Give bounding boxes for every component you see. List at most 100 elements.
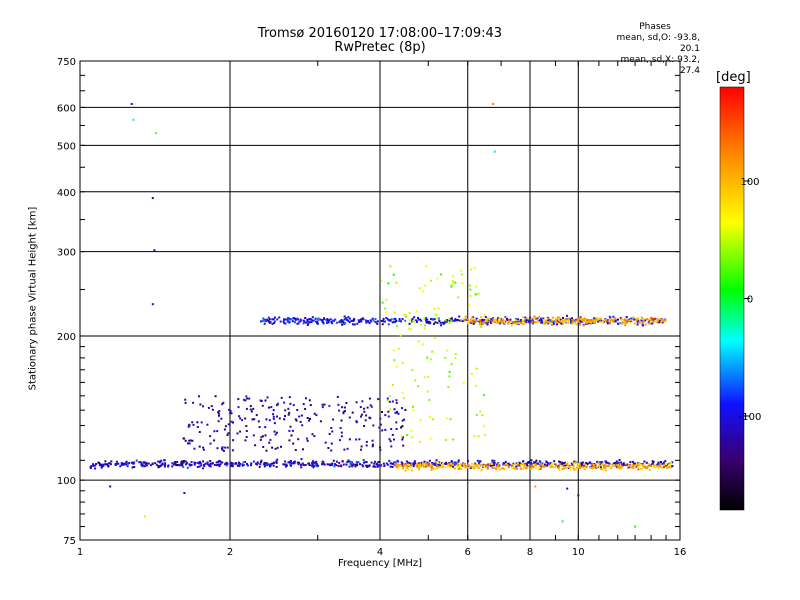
data-point xyxy=(250,462,253,465)
axis-ticks: 1 2 4 6 8 10 16 75 100 200 300 400 500 600 750 xyxy=(57,57,686,558)
data-point xyxy=(494,321,497,324)
data-point xyxy=(464,315,467,318)
data-point xyxy=(637,466,640,469)
data-point xyxy=(534,321,537,324)
data-point xyxy=(472,319,475,322)
data-point xyxy=(399,334,402,337)
data-point xyxy=(599,466,602,469)
data-point xyxy=(452,280,455,283)
data-point xyxy=(423,464,426,467)
data-point xyxy=(428,399,431,401)
data-point xyxy=(444,319,447,322)
data-point xyxy=(620,465,623,468)
data-point xyxy=(527,319,530,322)
data-point xyxy=(395,365,398,368)
data-point xyxy=(458,315,461,318)
data-point xyxy=(430,468,433,471)
data-point xyxy=(562,464,565,467)
data-point xyxy=(426,356,429,359)
data-point xyxy=(414,319,417,322)
data-point xyxy=(103,463,106,466)
data-point xyxy=(582,324,585,327)
data-point xyxy=(597,462,600,465)
data-point xyxy=(462,463,465,466)
data-point xyxy=(324,441,327,444)
data-point xyxy=(391,462,394,465)
data-point xyxy=(275,460,278,463)
data-point xyxy=(386,399,389,402)
x-tick-label: 8 xyxy=(527,547,533,558)
data-point xyxy=(632,460,634,463)
data-point xyxy=(346,460,349,463)
data-point xyxy=(417,318,420,321)
data-point xyxy=(532,465,535,468)
data-point xyxy=(297,438,300,441)
data-point xyxy=(479,319,482,322)
data-point xyxy=(403,313,406,316)
data-point xyxy=(433,307,436,310)
data-point xyxy=(617,463,620,466)
data-point xyxy=(245,395,248,398)
data-point xyxy=(321,406,324,409)
data-point xyxy=(276,403,279,406)
data-point xyxy=(424,318,427,321)
data-point xyxy=(305,321,308,324)
data-point xyxy=(347,316,350,319)
data-point xyxy=(244,399,247,402)
data-point xyxy=(276,318,279,321)
data-point xyxy=(560,322,563,325)
data-point xyxy=(179,463,182,466)
y-tick-label: 400 xyxy=(57,188,76,199)
data-point xyxy=(573,320,576,323)
data-point xyxy=(436,465,439,467)
data-point xyxy=(143,515,146,518)
data-point xyxy=(327,319,330,322)
data-point xyxy=(392,273,395,276)
data-point xyxy=(547,322,550,325)
data-point xyxy=(369,404,372,407)
data-point xyxy=(379,449,382,452)
data-point xyxy=(634,465,637,468)
data-point xyxy=(423,463,426,465)
data-point xyxy=(640,468,643,471)
data-point xyxy=(625,316,628,318)
data-point xyxy=(272,413,275,416)
data-point xyxy=(258,465,261,468)
data-point xyxy=(191,421,194,424)
data-point xyxy=(321,460,324,463)
data-point xyxy=(252,460,255,463)
data-point xyxy=(372,424,375,427)
data-point xyxy=(389,319,392,322)
data-point xyxy=(480,468,483,471)
data-point xyxy=(625,321,628,324)
data-point xyxy=(484,316,487,318)
data-point xyxy=(342,321,345,324)
data-point xyxy=(392,318,395,321)
data-point xyxy=(206,461,209,464)
data-point xyxy=(327,447,330,449)
data-point xyxy=(206,463,209,466)
data-point xyxy=(187,425,190,428)
data-point xyxy=(182,465,185,468)
data-point xyxy=(524,316,527,319)
data-point xyxy=(470,373,473,375)
data-point xyxy=(126,465,129,468)
data-point xyxy=(618,459,621,462)
data-point xyxy=(438,320,441,322)
data-point xyxy=(490,462,493,465)
data-point xyxy=(401,462,404,465)
data-point xyxy=(434,337,436,339)
data-point xyxy=(132,461,135,464)
data-point xyxy=(628,464,630,467)
data-point xyxy=(577,319,580,322)
data-point xyxy=(354,463,357,466)
data-point xyxy=(330,320,333,323)
data-point xyxy=(94,464,97,467)
data-point xyxy=(365,461,368,463)
data-point xyxy=(644,323,647,326)
data-point xyxy=(399,465,402,467)
data-point xyxy=(448,375,451,378)
data-point xyxy=(583,466,586,469)
data-point xyxy=(408,312,411,315)
data-point xyxy=(287,318,290,321)
